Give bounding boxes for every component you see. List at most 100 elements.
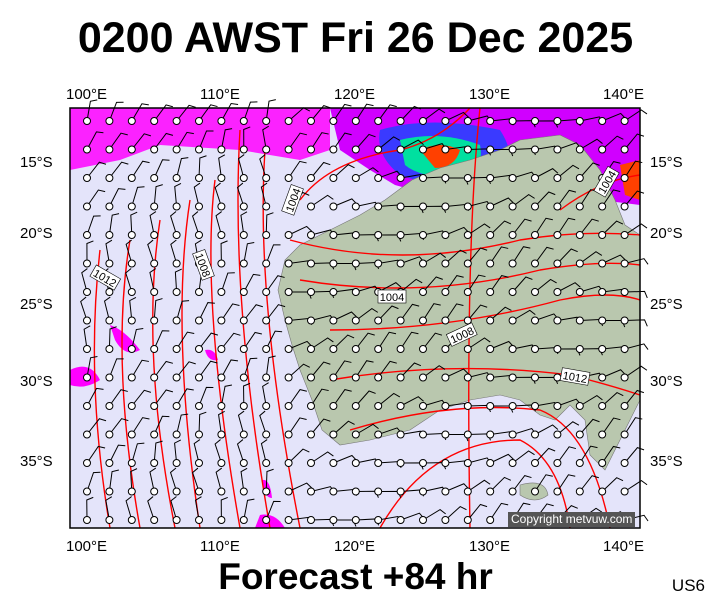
- station-marker: [441, 459, 450, 467]
- station-marker: [105, 288, 114, 296]
- station-marker: [553, 231, 562, 239]
- station-marker: [508, 459, 517, 467]
- station-marker: [105, 231, 114, 239]
- station-marker: [419, 117, 427, 125]
- station-marker: [83, 288, 91, 296]
- station-marker: [105, 373, 114, 382]
- wind-barb: [198, 332, 219, 350]
- wind-barb: [445, 111, 469, 122]
- station-marker: [195, 288, 203, 296]
- station-marker: [553, 373, 562, 382]
- station-marker: [508, 202, 517, 211]
- station-marker: [262, 145, 271, 154]
- wind-barb: [109, 161, 129, 179]
- station-marker: [127, 516, 136, 524]
- station-marker: [351, 459, 360, 467]
- station-marker: [150, 117, 159, 125]
- station-marker: [150, 231, 159, 239]
- station-marker: [374, 231, 383, 239]
- wind-barb: [377, 305, 399, 321]
- wind-barb: [130, 468, 138, 492]
- station-marker: [531, 402, 539, 410]
- station-marker: [531, 345, 539, 353]
- wind-barb: [355, 167, 379, 179]
- station-marker: [463, 516, 472, 524]
- station-marker: [486, 259, 495, 268]
- station-marker: [239, 516, 248, 524]
- station-marker: [531, 459, 539, 467]
- wind-barb: [243, 357, 258, 378]
- station-marker: [239, 117, 248, 125]
- station-marker: [620, 174, 629, 182]
- wind-barb: [310, 418, 331, 435]
- wind-barb: [220, 384, 233, 407]
- station-marker: [239, 202, 248, 211]
- wind-barb: [103, 296, 111, 321]
- station-marker: [172, 430, 181, 439]
- station-marker: [329, 259, 338, 268]
- station-marker: [195, 373, 203, 382]
- station-marker: [150, 174, 159, 182]
- wind-barb: [262, 382, 269, 407]
- station-marker: [172, 459, 181, 467]
- wind-barb: [556, 217, 576, 236]
- station-marker: [531, 117, 539, 125]
- station-marker: [239, 259, 248, 268]
- wind-barb: [557, 248, 578, 264]
- station-marker: [307, 316, 315, 325]
- station-marker: [575, 202, 584, 211]
- wind-barb: [422, 509, 446, 521]
- station-marker: [262, 487, 271, 496]
- wind-barb: [489, 453, 514, 464]
- wind-barb: [86, 418, 107, 435]
- wind-barb: [131, 442, 145, 464]
- wind-barb: [220, 359, 239, 378]
- station-marker: [105, 259, 114, 268]
- station-marker: [374, 373, 383, 382]
- wind-barb: [260, 182, 268, 207]
- station-marker: [463, 145, 472, 154]
- station-marker: [486, 345, 495, 353]
- wind-barb: [108, 101, 124, 122]
- wind-barb: [153, 440, 163, 464]
- station-marker: [262, 288, 271, 296]
- station-marker: [307, 231, 315, 239]
- wind-barb: [237, 410, 245, 435]
- wind-barb: [198, 411, 207, 435]
- station-marker: [83, 516, 91, 524]
- station-marker: [553, 174, 562, 182]
- station-marker: [531, 231, 539, 239]
- wind-barb: [445, 483, 470, 492]
- station-marker: [463, 402, 472, 410]
- station-marker: [217, 487, 226, 496]
- station-marker: [150, 373, 159, 382]
- wind-barb: [170, 496, 178, 521]
- station-marker: [217, 117, 226, 125]
- station-marker: [508, 402, 517, 410]
- station-marker: [127, 402, 136, 410]
- station-marker: [105, 430, 114, 439]
- station-marker: [172, 231, 181, 239]
- station-marker: [262, 345, 271, 353]
- station-marker: [195, 459, 203, 467]
- station-marker: [620, 202, 629, 211]
- station-marker: [396, 487, 405, 496]
- station-marker: [441, 516, 450, 524]
- station-marker: [307, 117, 315, 125]
- wind-barb: [377, 282, 402, 293]
- station-marker: [463, 202, 472, 211]
- wind-barb-stations: [80, 99, 649, 527]
- station-marker: [419, 259, 427, 268]
- wind-barb: [355, 423, 379, 435]
- wind-barb: [489, 502, 509, 521]
- station-marker: [486, 516, 495, 524]
- wind-barb: [265, 275, 285, 293]
- station-marker: [575, 288, 584, 296]
- station-marker: [508, 345, 517, 353]
- station-marker: [329, 174, 338, 182]
- wind-barb: [131, 359, 149, 378]
- station-marker: [396, 459, 405, 467]
- wind-barb: [130, 211, 138, 236]
- station-marker: [486, 430, 495, 439]
- station-marker: [553, 316, 562, 325]
